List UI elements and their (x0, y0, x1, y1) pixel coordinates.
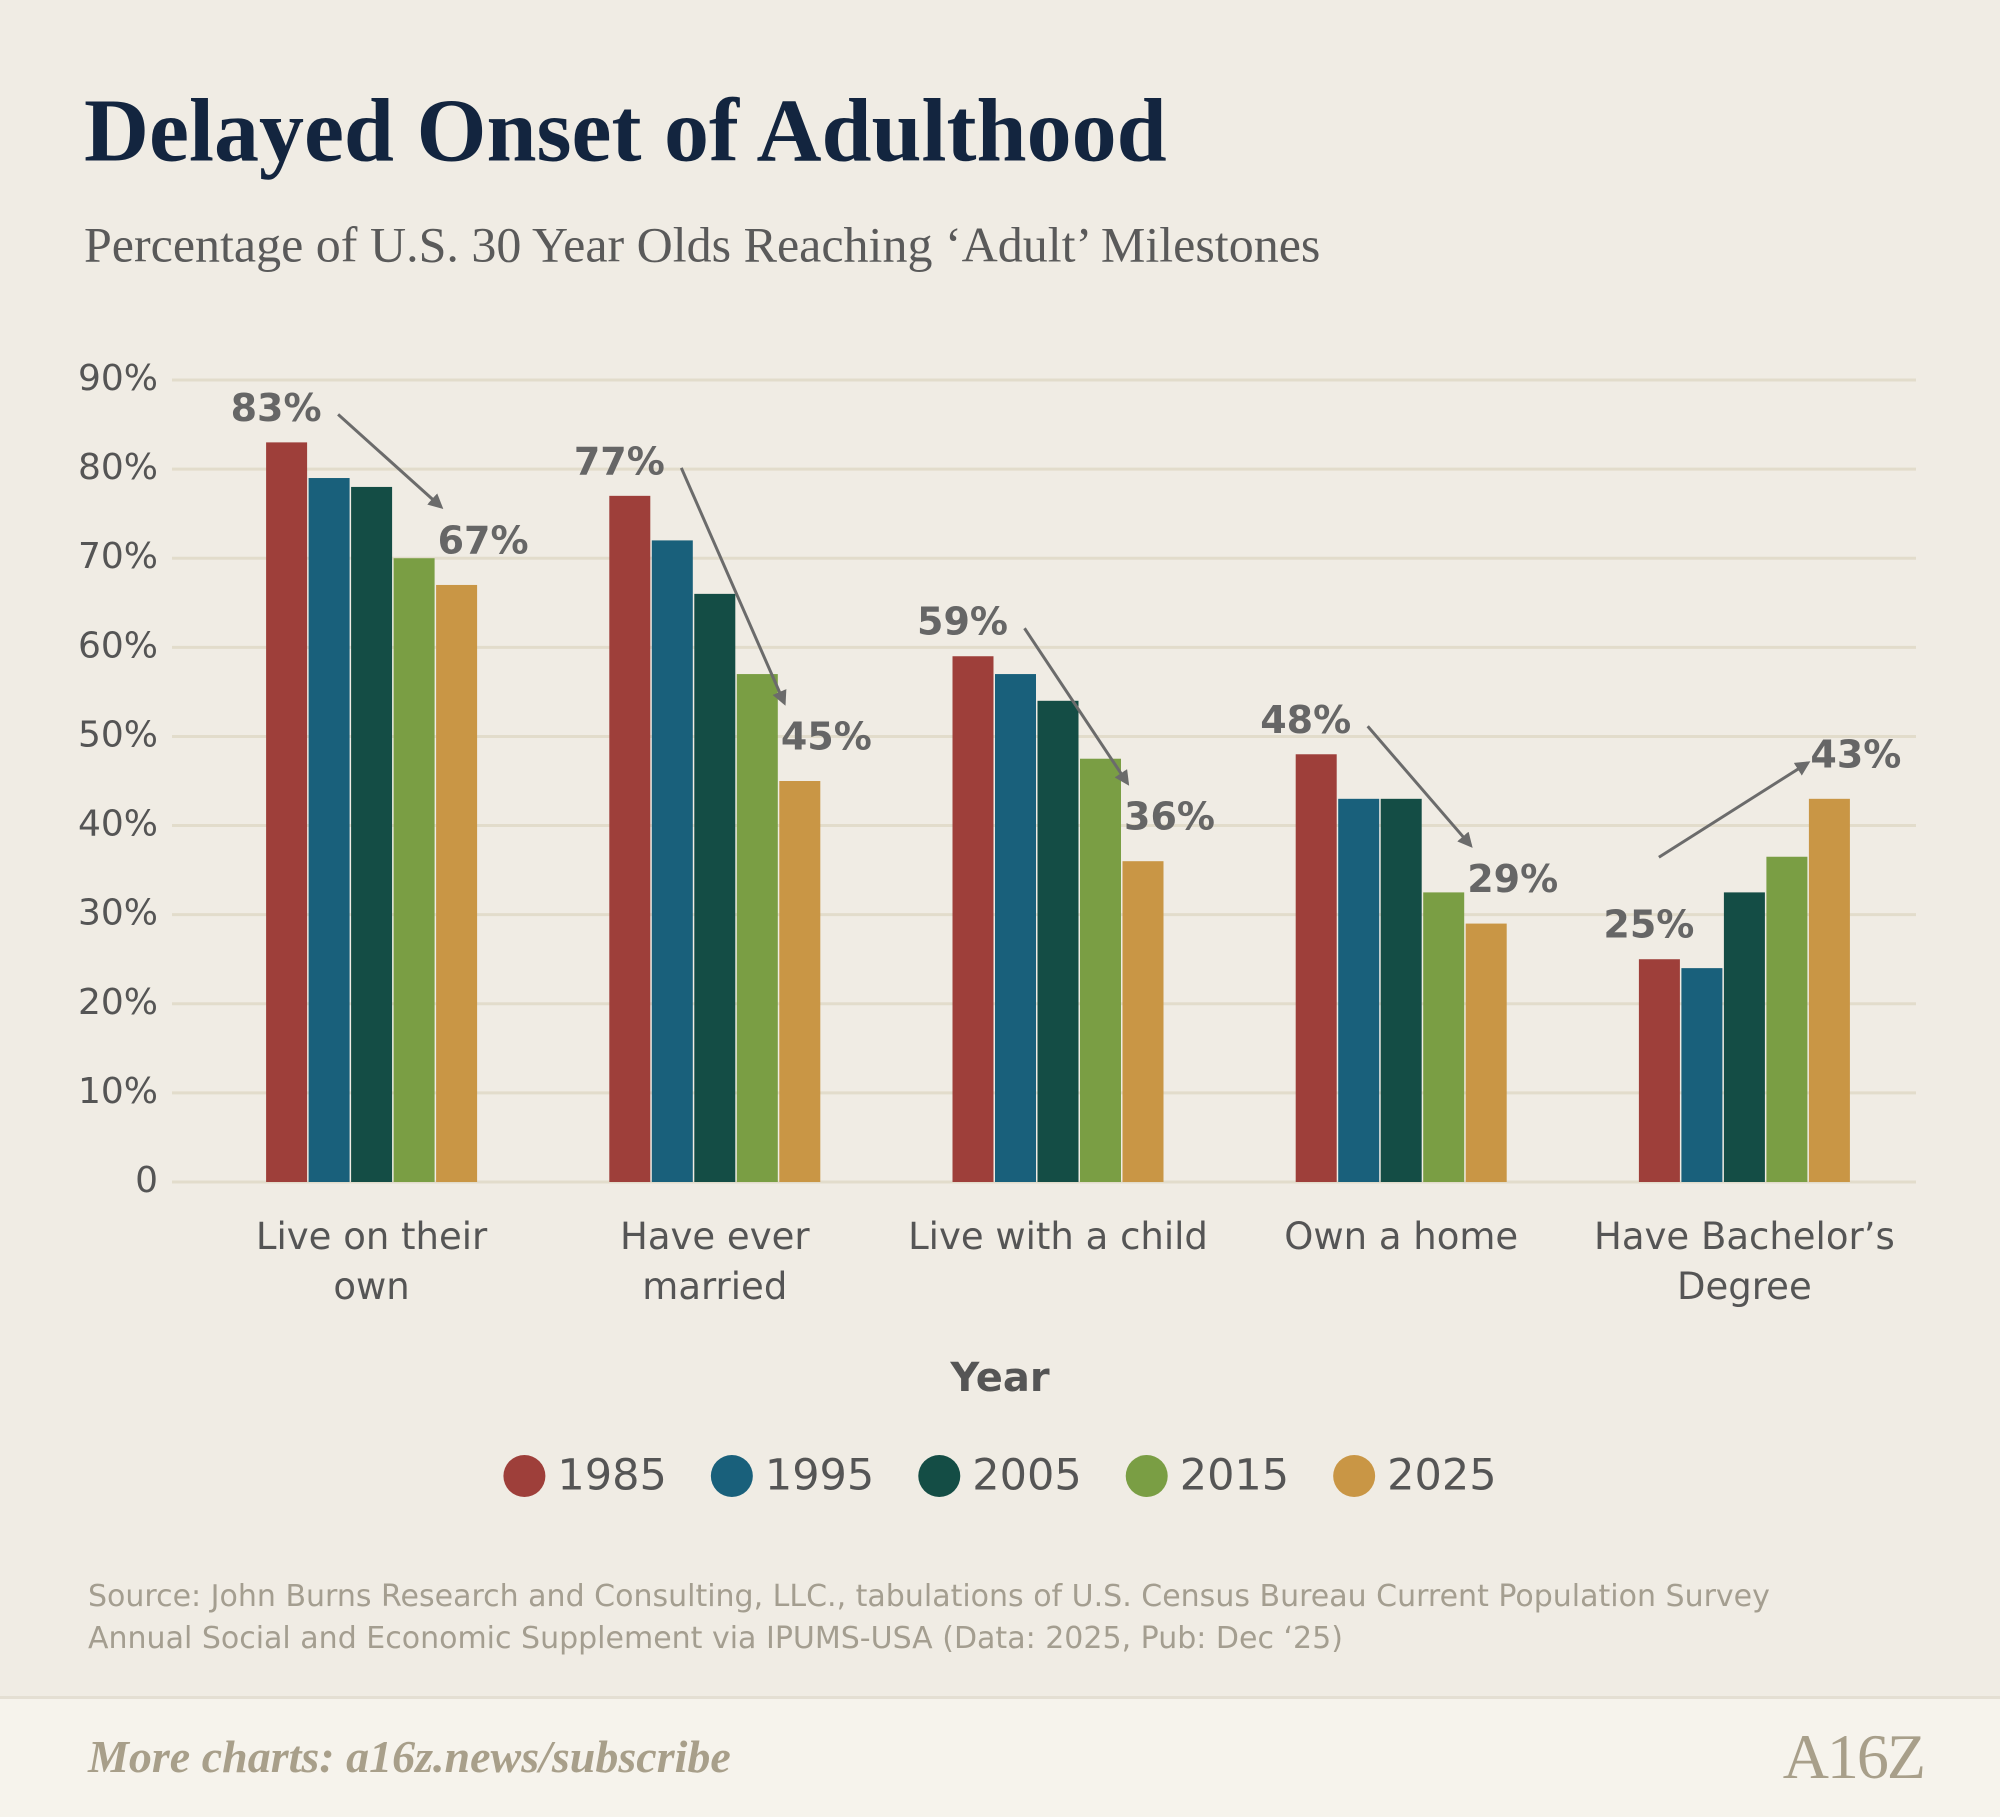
bar (436, 584, 478, 1182)
bar (1638, 959, 1680, 1182)
footer-band (0, 1696, 2000, 1817)
trend-arrow (1658, 761, 1811, 859)
bar (651, 540, 693, 1182)
legend: 1985 1995 2005 2015 2025 (503, 1451, 1497, 1501)
legend-marker (503, 1455, 546, 1497)
bar (1423, 892, 1465, 1182)
bar (995, 674, 1036, 1182)
bar (779, 781, 821, 1182)
x-tick-label: Own a home (1284, 1215, 1519, 1258)
value-label: 59% (917, 600, 1008, 644)
footer-link: More charts: a16z.news/subscribe (88, 1731, 731, 1782)
bar (351, 486, 393, 1182)
bar (736, 674, 778, 1182)
y-tick-label: 80% (78, 447, 158, 488)
bar (308, 478, 350, 1182)
source-note: Source: John Burns Research and Consulti… (88, 1579, 1770, 1656)
trend-arrow (679, 467, 787, 706)
legend-marker (918, 1455, 961, 1497)
legend-marker (710, 1455, 753, 1497)
y-tick-label: 90% (78, 358, 158, 399)
value-label: 36% (1124, 795, 1215, 839)
legend-label: 1985 (557, 1451, 666, 1501)
bar (1037, 700, 1079, 1182)
x-tick-label: Have Bachelor’s Degree (1594, 1215, 1895, 1308)
y-tick-label: 20% (78, 982, 158, 1023)
chart: Delayed Onset of Adulthood Percentage of… (78, 82, 1916, 1501)
trend-arrow (1023, 627, 1130, 786)
legend-title: Year (949, 1355, 1049, 1401)
x-tick-label: Live on their own (255, 1215, 488, 1308)
value-label: 77% (574, 439, 665, 483)
value-label: 43% (1810, 732, 1901, 776)
bar (1380, 798, 1422, 1182)
bar (1465, 923, 1507, 1182)
legend-marker (1125, 1455, 1168, 1497)
legend-label: 2025 (1387, 1451, 1496, 1501)
bar (1808, 798, 1850, 1182)
logo: A16Z (1782, 1721, 1926, 1792)
bar (393, 558, 435, 1182)
legend-label: 2005 (972, 1451, 1081, 1501)
value-label: 29% (1467, 857, 1558, 901)
bar (1723, 892, 1765, 1182)
bar (1766, 856, 1808, 1182)
value-label: 25% (1603, 903, 1694, 947)
value-label: 45% (781, 715, 872, 759)
bar (266, 442, 308, 1182)
y-tick-label: 70% (78, 536, 158, 577)
bar (952, 656, 994, 1182)
chart-subtitle: Percentage of U.S. 30 Year Olds Reaching… (84, 216, 1320, 272)
bar (609, 495, 651, 1182)
x-tick-label: Live with a child (908, 1215, 1208, 1258)
y-tick-label: 10% (78, 1071, 158, 1112)
legend-marker (1333, 1455, 1376, 1497)
y-tick-label: 60% (78, 625, 158, 666)
bar (1080, 758, 1121, 1182)
legend-label: 2015 (1180, 1451, 1289, 1501)
trend-arrow (337, 413, 444, 509)
legend-label: 1995 (765, 1451, 874, 1501)
x-tick-label: Have ever married (620, 1215, 810, 1308)
y-tick-label: 30% (78, 893, 158, 934)
bar (1122, 861, 1164, 1182)
bar (694, 593, 736, 1182)
y-tick-label: 0 (135, 1160, 158, 1201)
bar (1295, 754, 1337, 1182)
y-tick-label: 40% (78, 804, 158, 845)
value-label: 67% (438, 518, 529, 562)
y-tick-label: 50% (78, 714, 158, 755)
trend-arrow (1366, 725, 1473, 848)
bar (1681, 968, 1723, 1182)
value-label: 48% (1260, 698, 1351, 742)
chart-title: Delayed Onset of Adulthood (84, 82, 1167, 181)
bar (1338, 798, 1380, 1182)
value-label: 83% (231, 386, 322, 430)
